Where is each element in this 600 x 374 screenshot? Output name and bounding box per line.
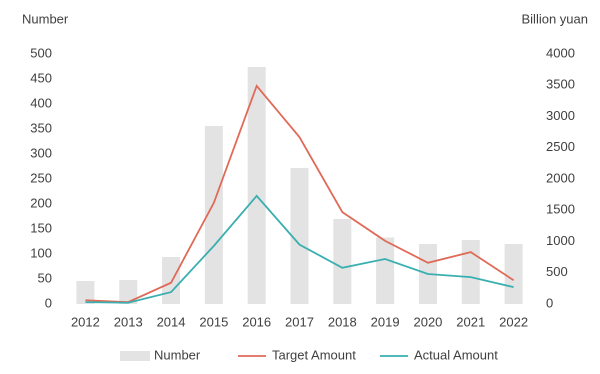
y-tick-label: 400 xyxy=(30,95,52,110)
bar xyxy=(504,244,523,304)
legend-label: Actual Amount xyxy=(414,347,498,362)
x-tick-label: 2017 xyxy=(285,314,314,329)
bar xyxy=(376,237,395,304)
legend-label: Target Amount xyxy=(272,347,356,362)
y-tick-label: 50 xyxy=(38,270,52,285)
line xyxy=(85,84,515,304)
y2-tick-label: 3000 xyxy=(546,108,575,123)
x-tick-label: 2013 xyxy=(114,314,143,329)
bar xyxy=(247,67,266,304)
x-tick-label: 2020 xyxy=(413,314,442,329)
y-tick-label: 500 xyxy=(30,45,52,60)
line xyxy=(85,194,514,304)
y2-tick-label: 1500 xyxy=(546,202,575,217)
y2-tick-label: 2500 xyxy=(546,139,575,154)
y2-tick-label: 2000 xyxy=(546,170,575,185)
x-tick-label: 2015 xyxy=(199,314,228,329)
y-tick-label: 300 xyxy=(30,145,52,160)
x-tick-label: 2022 xyxy=(499,314,528,329)
y-tick-label: 200 xyxy=(30,195,52,210)
y-axis-label: Number xyxy=(22,11,69,26)
x-tick-label: 2019 xyxy=(371,314,400,329)
bar xyxy=(76,281,95,304)
x-tick-label: 2018 xyxy=(328,314,357,329)
y2-axis-label: Billion yuan xyxy=(522,11,589,26)
bar xyxy=(162,257,181,304)
bar xyxy=(333,219,352,304)
x-tick-label: 2012 xyxy=(71,314,100,329)
legend-swatch xyxy=(120,351,150,361)
y-tick-label: 150 xyxy=(30,220,52,235)
y-tick-label: 450 xyxy=(30,70,52,85)
y2-tick-label: 3500 xyxy=(546,77,575,92)
bar xyxy=(204,126,223,304)
y-tick-label: 100 xyxy=(30,245,52,260)
y-tick-label: 350 xyxy=(30,120,52,135)
y2-tick-label: 0 xyxy=(546,295,553,310)
x-tick-label: 2021 xyxy=(456,314,485,329)
y2-tick-label: 1000 xyxy=(546,233,575,248)
x-tick-label: 2016 xyxy=(242,314,271,329)
legend-label: Number xyxy=(154,347,201,362)
y-tick-label: 250 xyxy=(30,170,52,185)
bar xyxy=(461,240,480,304)
bar xyxy=(119,280,138,304)
bar xyxy=(290,168,309,304)
y2-tick-label: 500 xyxy=(546,264,568,279)
y-tick-label: 0 xyxy=(45,295,52,310)
x-tick-label: 2014 xyxy=(157,314,186,329)
y2-tick-label: 4000 xyxy=(546,45,575,60)
